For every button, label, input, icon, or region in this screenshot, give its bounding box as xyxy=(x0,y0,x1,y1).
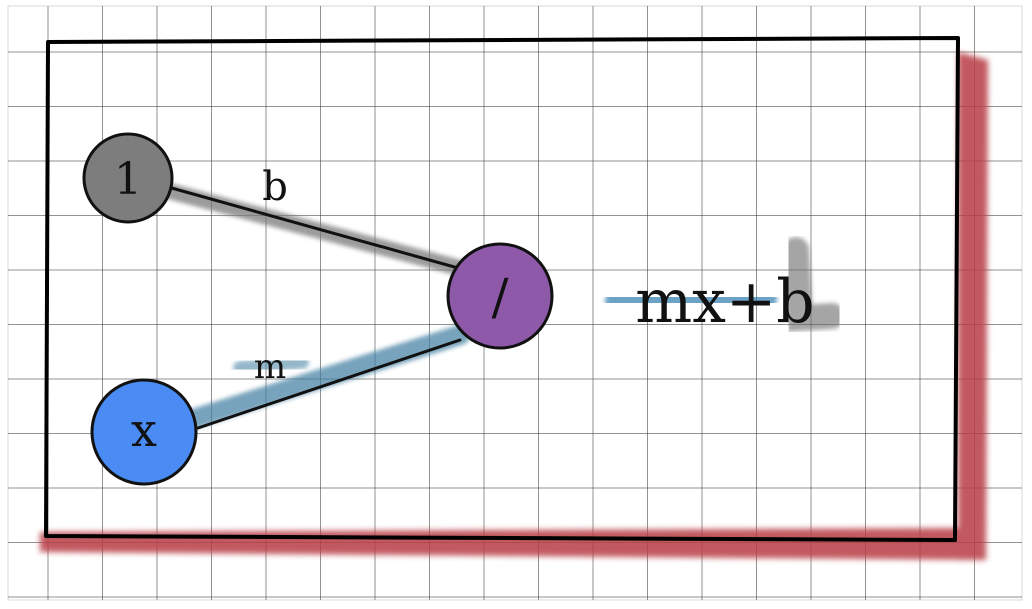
edge-b-label: b xyxy=(262,164,288,210)
formula-highlight-gray xyxy=(783,237,845,332)
diagram-frame xyxy=(44,36,960,542)
edge-input-to-output xyxy=(196,338,462,430)
formula-group: mx+b xyxy=(605,237,845,337)
edge-m-label: m xyxy=(254,347,286,387)
input-node-label: x xyxy=(131,403,157,457)
input-node: x xyxy=(90,378,198,486)
bias-node: 1 xyxy=(82,132,174,224)
output-node-label: / xyxy=(492,268,509,326)
output-node: / xyxy=(446,242,554,350)
formula-text: mx+b xyxy=(635,267,814,337)
edge-m-label-highlight xyxy=(233,355,309,375)
edge-m-highlight xyxy=(180,325,470,430)
bias-node-label: 1 xyxy=(114,154,142,205)
formula-highlight-blue xyxy=(605,281,777,319)
edge-bias-to-output xyxy=(166,185,460,270)
